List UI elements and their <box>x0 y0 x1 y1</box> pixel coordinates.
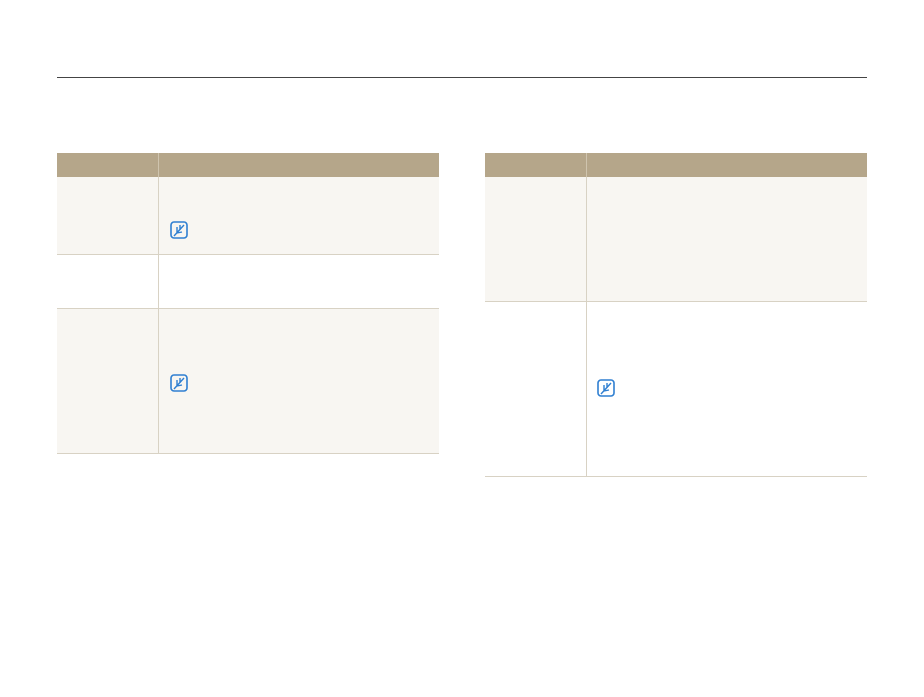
note-pencil-icon <box>170 374 188 392</box>
table-row <box>485 302 867 477</box>
table-row <box>485 177 867 302</box>
note-pencil-icon <box>597 379 615 397</box>
column-divider <box>158 177 159 453</box>
table-row <box>57 255 439 309</box>
note-pencil-icon <box>170 221 188 239</box>
table-header <box>485 153 867 177</box>
column-divider <box>586 177 587 476</box>
table-header <box>57 153 439 177</box>
table-row <box>57 309 439 454</box>
page-header-rule <box>57 77 867 78</box>
table-row <box>57 177 439 255</box>
